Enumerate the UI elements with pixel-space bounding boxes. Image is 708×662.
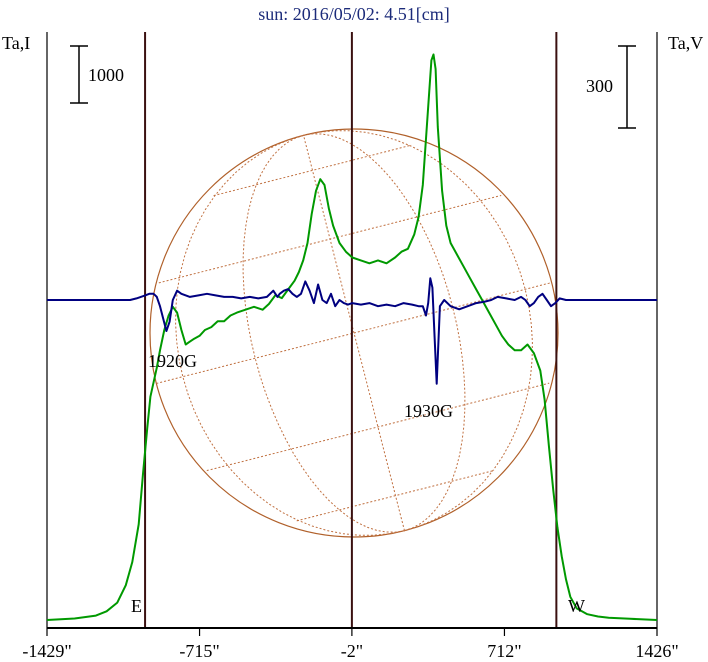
disk-limb [149,128,559,538]
solar-disk-grid [149,128,559,538]
guide-lines [144,32,558,628]
right-scale-label: 300 [586,76,613,96]
longitude-line [303,133,466,532]
x-tick-label: 712" [487,641,521,661]
x-tick-label: -1429" [22,641,71,661]
x-ticks: -1429" -715" -2" 712" 1426" [22,628,679,661]
series-polarization-line [47,277,657,385]
annotation-1920g: 1920G [148,351,197,371]
latitude-line [213,144,412,197]
series-layer [46,53,658,621]
y-axis-label-right: Ta,V [668,33,703,53]
chart-title: sun: 2016/05/02: 4.51[cm] [258,4,450,24]
x-tick-label: -715" [179,641,219,661]
right-scale-bar [618,45,636,129]
west-limb-label: W [568,596,585,616]
left-scale-bar [70,45,88,104]
x-tick-label: 1426" [635,641,678,661]
latitude-line [206,382,550,472]
longitude-line [242,134,405,533]
longitude-line [175,134,405,536]
annotation-1930g: 1930G [404,401,453,421]
left-scale-label: 1000 [88,65,124,85]
longitude-line [303,135,405,531]
east-limb-label: E [131,596,142,616]
longitude-line [303,130,533,532]
y-axis-label-left: Ta,I [2,33,30,53]
x-tick-label: -2" [341,641,363,661]
